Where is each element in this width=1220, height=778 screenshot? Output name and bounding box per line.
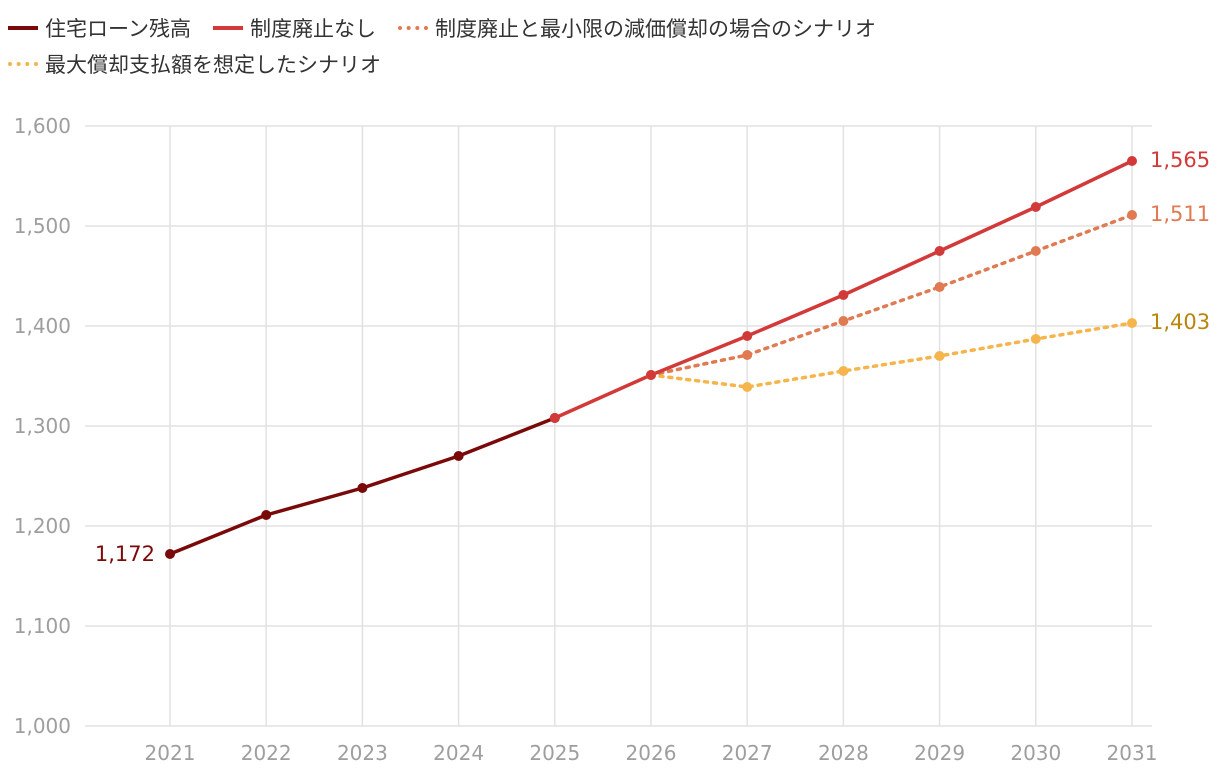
grid [85,125,1152,727]
data-point-1 [934,246,945,256]
legend-swatch-no-abolition [212,26,243,30]
data-point-0 [165,549,175,559]
legend-swatch-loan-balance [8,26,38,30]
legend-label-loan-balance: 住宅ローン残高 [45,17,191,41]
data-point-1 [742,331,753,341]
data-point-2 [742,350,753,360]
legend-swatch-max-depreciation [8,62,38,66]
end-value-label-3: 1,403 [1150,310,1210,334]
legend-item-loan-balance: 住宅ローン残高 [8,13,191,43]
data-point-1 [838,290,849,300]
data-point-1 [1127,156,1137,166]
x-tick-label: 2023 [337,741,388,765]
legend: 住宅ローン残高 制度廃止なし 制度廃止と最小限の減価償却の場合のシナリオ 最大償… [8,10,1208,82]
y-tick-label: 1,400 [14,314,71,338]
y-tick-label: 1,100 [14,614,71,638]
x-tick-label: 2026 [626,741,677,765]
x-axis-labels: 2021 2022 2023 2024 2025 2026 2027 2028 2029 2030… [145,741,1158,765]
x-tick-label: 2024 [433,741,484,765]
data-point-2 [934,282,945,292]
x-tick-label: 2031 [1107,741,1158,765]
legend-label-no-abolition: 制度廃止なし [249,17,376,41]
legend-item-no-abolition: 制度廃止なし [212,13,376,43]
x-tick-label: 2022 [241,741,292,765]
legend-item-min-depreciation: 制度廃止と最小限の減価償却の場合のシナリオ [397,13,876,43]
data-point-1 [646,370,656,380]
data-point-1 [1030,202,1041,212]
legend-label-max-depreciation: 最大償却支払額を想定したシナリオ [45,53,381,77]
series-points [165,156,1137,559]
data-point-0 [453,451,464,461]
data-point-2 [838,316,849,326]
data-labels: 1,172 1,565 1,511 1,403 [95,148,1210,566]
x-tick-label: 2025 [529,741,580,765]
y-tick-label: 1,500 [14,214,71,238]
x-tick-label: 2021 [145,741,196,765]
data-point-0 [261,510,272,520]
data-point-1 [549,413,560,423]
legend-label-min-depreciation: 制度廃止と最小限の減価償却の場合のシナリオ [434,17,876,41]
start-value-label: 1,172 [95,542,155,566]
data-point-3 [1030,334,1041,344]
y-tick-label: 1,600 [14,114,71,138]
legend-swatch-min-depreciation [397,26,428,30]
data-point-0 [357,483,368,493]
x-tick-label: 2028 [818,741,869,765]
x-tick-label: 2027 [722,741,773,765]
y-tick-label: 1,300 [14,414,71,438]
series-line-2 [649,213,1134,377]
data-point-3 [934,351,945,361]
y-axis-labels: 1,000 1,100 1,200 1,300 1,400 1,500 1,600 [14,114,71,738]
y-tick-label: 1,000 [14,714,71,738]
data-point-3 [1127,318,1137,328]
x-tick-label: 2030 [1010,741,1061,765]
end-value-label-2: 1,511 [1150,202,1210,226]
data-point-2 [1030,246,1041,256]
data-point-2 [1127,210,1137,220]
series-line-3 [649,321,1134,389]
data-point-3 [838,366,849,376]
data-point-3 [742,382,753,392]
legend-item-max-depreciation: 最大償却支払額を想定したシナリオ [8,49,381,79]
end-value-label-1: 1,565 [1150,148,1210,172]
y-tick-label: 1,200 [14,514,71,538]
x-tick-label: 2029 [914,741,965,765]
